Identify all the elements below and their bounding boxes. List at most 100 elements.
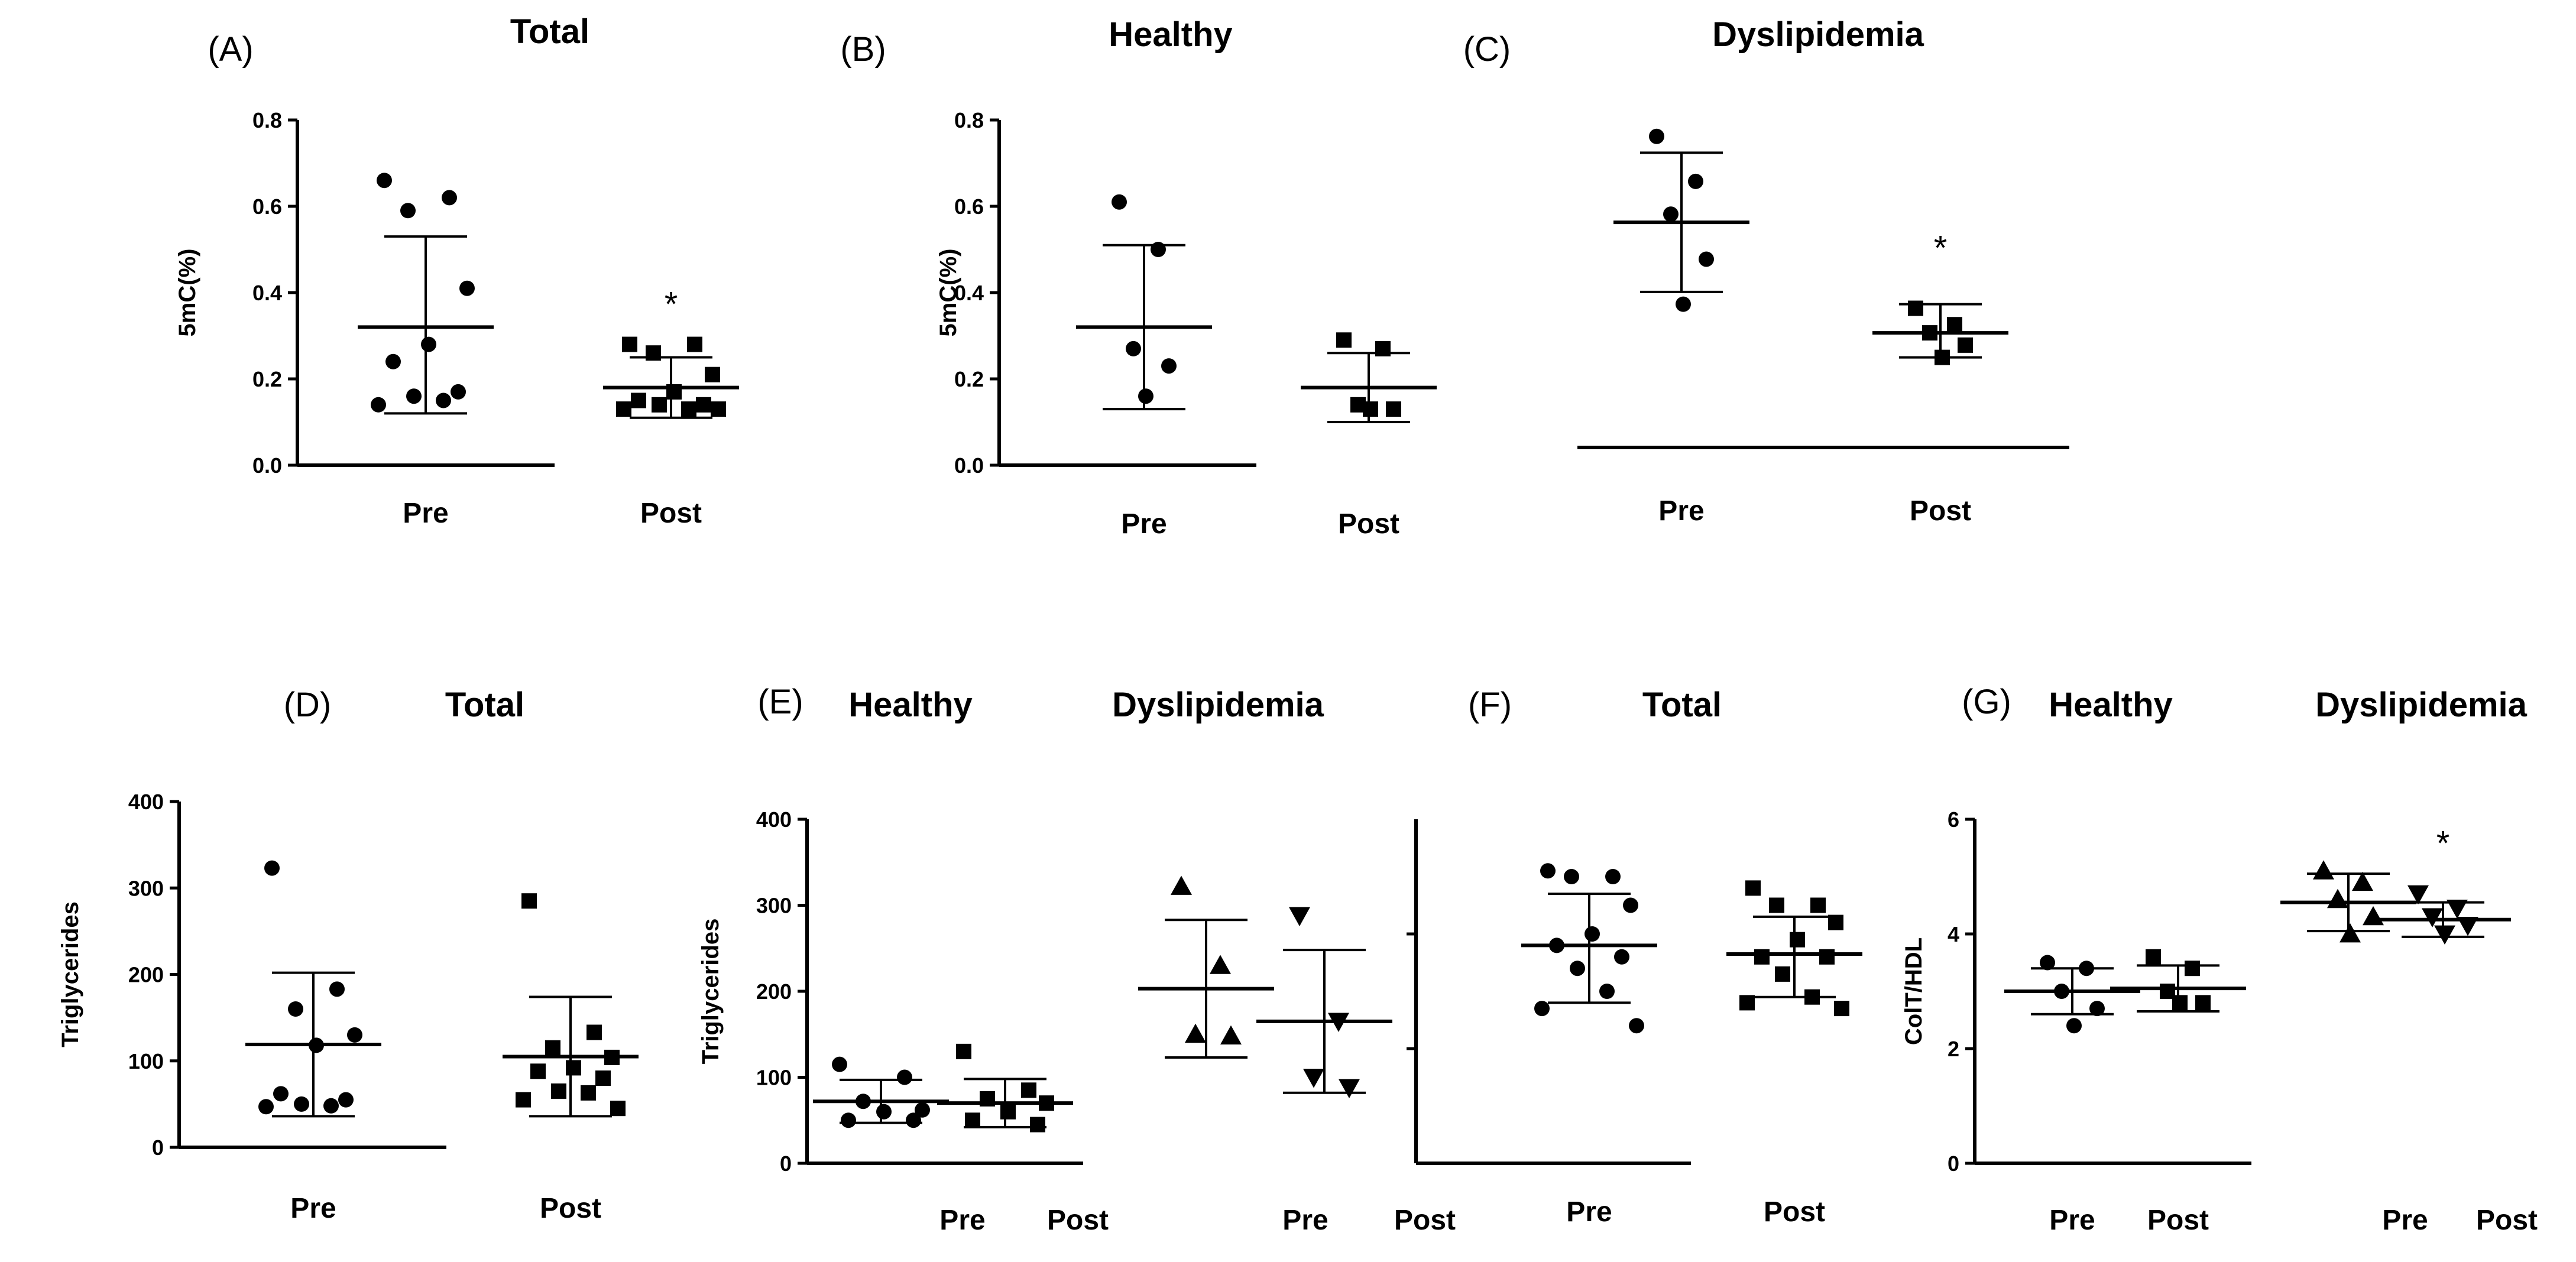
- group-pre: Pre: [813, 1056, 986, 1236]
- x-axis-label: Post: [1764, 1196, 1825, 1228]
- y-tick-label: 4: [1948, 922, 1959, 946]
- data-point: [2434, 925, 2455, 945]
- data-point: [347, 1027, 362, 1043]
- x-axis-label: Pre: [403, 498, 448, 529]
- data-point: [400, 203, 416, 219]
- data-point: [1614, 949, 1629, 965]
- y-tick-label: 300: [128, 876, 164, 900]
- data-point: [1339, 1079, 1360, 1098]
- data-point: [2352, 871, 2373, 891]
- data-point: [1629, 1018, 1644, 1034]
- group-post: Post: [1256, 907, 1456, 1236]
- y-tick-label: 0.4: [954, 281, 984, 305]
- panel-f: (F) Total Pre Post: [1407, 686, 1862, 1228]
- data-point: [329, 981, 345, 997]
- data-point: [1663, 206, 1679, 222]
- panel-c: (C) Dyslipidemia Pre * Post: [1463, 15, 2069, 527]
- data-point: [1739, 995, 1755, 1011]
- x-axis-label: Post: [2147, 1205, 2209, 1236]
- data-point: [841, 1112, 856, 1128]
- data-point: [442, 190, 457, 206]
- data-point: [1676, 296, 1691, 312]
- y-tick-label: 200: [756, 979, 792, 1004]
- group-post: * Post: [603, 286, 739, 529]
- y-tick-label: 100: [128, 1049, 164, 1073]
- group-post: Post: [503, 893, 639, 1224]
- y-tick-label: 400: [128, 790, 164, 814]
- data-point: [1699, 251, 1714, 267]
- data-point: [551, 1083, 566, 1099]
- data-point: [1336, 332, 1352, 348]
- data-point: [1161, 358, 1177, 374]
- y-tick-label: 0.2: [954, 367, 984, 391]
- x-axis-label: Post: [2476, 1205, 2538, 1236]
- data-point: [1649, 128, 1664, 144]
- panel-title: Total: [1642, 686, 1722, 724]
- data-point: [2422, 908, 2443, 927]
- data-point: [1790, 932, 1805, 948]
- data-point: [1775, 966, 1790, 982]
- y-tick-label: 0.2: [252, 367, 282, 391]
- data-point: [652, 397, 667, 413]
- data-point: [1540, 863, 1556, 879]
- data-point: [1745, 880, 1761, 896]
- data-point: [1185, 1023, 1206, 1043]
- panel-d: (D) Total 0 100 200 300 400 Triglycerides Pre Pos…: [57, 686, 639, 1224]
- data-point: [1585, 926, 1600, 942]
- data-point: [2089, 1001, 2105, 1017]
- panel-label: (D): [284, 686, 332, 724]
- x-axis-label: Post: [1047, 1205, 1109, 1236]
- data-point: [1810, 897, 1826, 913]
- group-post: Post: [1726, 880, 1862, 1228]
- data-point: [371, 397, 386, 413]
- significance-star: *: [2436, 825, 2450, 863]
- data-point: [1220, 1025, 1242, 1045]
- data-point: [2447, 899, 2468, 919]
- data-point: [1386, 401, 1401, 417]
- data-point: [451, 384, 466, 400]
- panel-title-2: Dyslipidemia: [2315, 686, 2528, 724]
- group-post: * Post: [1872, 229, 2008, 527]
- data-point: [965, 1112, 980, 1128]
- panel-b: (B) Healthy 0.0 0.2 0.4 0.6 0.8 5mC(%) Pre Post: [840, 15, 1437, 540]
- y-tick-label: 0: [780, 1151, 792, 1176]
- data-point: [288, 1001, 303, 1017]
- x-axis-label: Post: [1394, 1205, 1456, 1236]
- panel-title-2: Dyslipidemia: [1112, 686, 1324, 724]
- data-point: [1210, 955, 1231, 974]
- group-post: Post: [2110, 949, 2246, 1236]
- data-point: [1289, 907, 1310, 926]
- y-tick-label: 200: [128, 963, 164, 987]
- data-point: [1171, 875, 1192, 895]
- data-point: [595, 1070, 611, 1086]
- data-point: [1754, 949, 1770, 965]
- data-point: [1303, 1069, 1324, 1088]
- data-point: [264, 860, 280, 876]
- x-axis-label: Pre: [939, 1205, 985, 1236]
- data-point: [876, 1104, 892, 1120]
- group-pre: Pre: [358, 173, 494, 529]
- panel-a: (A) Total 0.0 0.2 0.4 0.6 0.8 5mC(%) Pre * Post: [174, 12, 739, 529]
- data-point: [521, 893, 537, 909]
- data-point: [1834, 1001, 1849, 1017]
- data-point: [2146, 949, 2161, 965]
- data-point: [323, 1098, 339, 1114]
- x-axis-label: Post: [1338, 508, 1399, 540]
- y-tick-label: 400: [756, 807, 792, 832]
- data-point: [2172, 995, 2188, 1011]
- y-tick-label: 0: [152, 1136, 164, 1160]
- data-point: [1363, 401, 1378, 417]
- data-point: [681, 401, 696, 417]
- data-point: [1564, 869, 1579, 884]
- data-point: [406, 388, 422, 404]
- group-pre: Pre: [1521, 863, 1657, 1228]
- data-point: [616, 401, 631, 417]
- y-tick-label: 0.4: [252, 281, 282, 305]
- data-point: [906, 1112, 921, 1128]
- y-axis-label: ColT/HDL: [1901, 937, 1927, 1045]
- y-tick-label: 0.0: [954, 453, 984, 478]
- group-post: Post: [1301, 332, 1437, 540]
- data-point: [2407, 885, 2429, 905]
- panel-label: (C): [1463, 30, 1511, 69]
- y-axis-label: 5mC(%): [174, 249, 200, 337]
